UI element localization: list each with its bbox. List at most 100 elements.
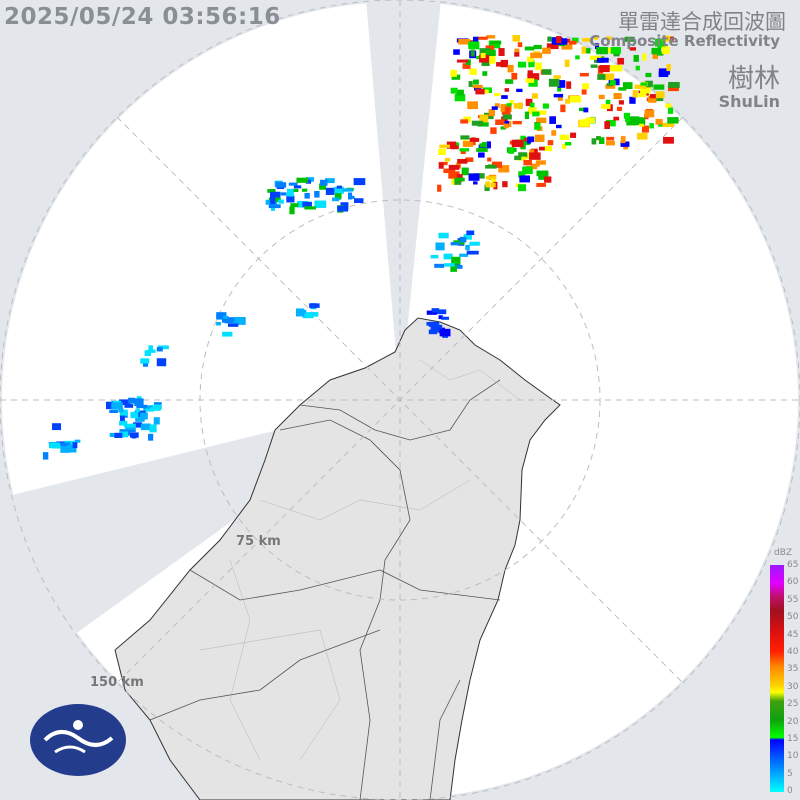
echo-cell bbox=[156, 347, 163, 352]
echo-cell bbox=[633, 54, 639, 62]
legend-unit: dBZ bbox=[774, 548, 793, 558]
echo-cell bbox=[457, 158, 468, 164]
echo-cell bbox=[293, 188, 299, 193]
echo-cell bbox=[661, 46, 670, 55]
echo-cell bbox=[533, 44, 542, 50]
echo-cell bbox=[655, 91, 665, 99]
echo-cell bbox=[332, 197, 340, 202]
echo-cell bbox=[293, 185, 302, 189]
echo-cell bbox=[519, 175, 530, 183]
echo-cell bbox=[532, 111, 540, 117]
echo-cell bbox=[538, 175, 549, 180]
echo-cell bbox=[634, 84, 642, 89]
blocked-sector-north bbox=[366, 0, 441, 400]
echo-cell bbox=[454, 264, 463, 269]
echo-cell bbox=[118, 408, 124, 413]
echo-cell bbox=[627, 116, 640, 125]
echo-cell bbox=[222, 331, 233, 337]
echo-cell bbox=[593, 35, 599, 40]
echo-cell bbox=[450, 69, 457, 77]
echo-cell bbox=[531, 93, 539, 99]
echo-cell bbox=[534, 122, 541, 130]
echo-cell bbox=[514, 52, 520, 57]
echo-cell bbox=[460, 135, 470, 140]
echo-cell bbox=[529, 152, 541, 160]
echo-cell bbox=[542, 69, 552, 75]
echo-cell bbox=[302, 201, 312, 208]
echo-cell bbox=[513, 103, 523, 109]
echo-cell bbox=[119, 420, 128, 426]
echo-cell bbox=[426, 322, 433, 326]
echo-cell bbox=[520, 135, 526, 141]
echo-cell bbox=[548, 78, 560, 87]
echo-cell bbox=[454, 178, 462, 185]
echo-cell bbox=[538, 146, 550, 151]
echo-cell bbox=[605, 84, 616, 89]
echo-cell bbox=[639, 123, 644, 127]
echo-cell bbox=[467, 101, 478, 110]
echo-cell bbox=[512, 35, 521, 42]
echo-cell bbox=[270, 206, 275, 211]
echo-cell bbox=[325, 178, 335, 184]
echo-cell bbox=[553, 75, 561, 79]
legend-tick: 35 bbox=[787, 664, 799, 675]
echo-cell bbox=[453, 49, 460, 55]
echo-cell bbox=[438, 162, 444, 169]
echo-cell bbox=[531, 163, 540, 167]
echo-cell bbox=[290, 203, 299, 208]
echo-cell bbox=[512, 120, 522, 125]
echo-cell bbox=[590, 64, 598, 68]
echo-cell bbox=[463, 234, 472, 240]
echo-cell bbox=[428, 329, 438, 335]
echo-cell bbox=[530, 148, 538, 155]
echo-cell bbox=[472, 36, 479, 44]
echo-cell bbox=[603, 73, 615, 81]
echo-cell bbox=[516, 88, 523, 93]
echo-cell bbox=[438, 232, 449, 239]
echo-cell bbox=[105, 401, 114, 410]
echo-cell bbox=[528, 107, 537, 115]
echo-cell bbox=[466, 230, 475, 236]
echo-cell bbox=[286, 188, 294, 197]
echo-cell bbox=[622, 82, 633, 89]
echo-cell bbox=[446, 141, 457, 149]
echo-cell bbox=[485, 45, 495, 51]
echo-cell bbox=[498, 48, 505, 56]
echo-cell bbox=[439, 328, 451, 337]
echo-cell bbox=[488, 109, 495, 117]
echo-cell bbox=[508, 147, 514, 154]
echo-cell bbox=[487, 157, 492, 162]
legend-tick: 45 bbox=[787, 629, 799, 640]
echo-cell bbox=[649, 123, 654, 129]
county-boundaries bbox=[149, 379, 501, 800]
echo-cell bbox=[583, 107, 589, 113]
echo-cell bbox=[336, 185, 342, 189]
echo-cell bbox=[444, 263, 455, 267]
echo-cell bbox=[147, 349, 156, 353]
echo-cell bbox=[653, 84, 665, 90]
echo-cell bbox=[319, 183, 327, 190]
echo-cell bbox=[139, 412, 148, 420]
echo-cell bbox=[502, 114, 512, 120]
echo-cell bbox=[438, 315, 443, 320]
echo-cell bbox=[557, 96, 563, 101]
echo-cell bbox=[145, 408, 154, 412]
echo-cell bbox=[450, 242, 460, 246]
echo-cell bbox=[560, 104, 566, 113]
legend-tick: 10 bbox=[787, 751, 799, 762]
echo-cell bbox=[469, 137, 480, 142]
echo-cell bbox=[640, 87, 651, 94]
echo-cell bbox=[348, 192, 353, 200]
echo-cell bbox=[606, 83, 613, 87]
echo-cell bbox=[559, 134, 570, 140]
echo-cell bbox=[309, 303, 320, 308]
echo-cell bbox=[658, 123, 666, 127]
echo-cell bbox=[124, 404, 134, 408]
echo-cell bbox=[645, 72, 652, 78]
echo-cell bbox=[156, 358, 167, 367]
echo-cell bbox=[518, 152, 528, 158]
echo-cell bbox=[52, 445, 61, 449]
echo-cell bbox=[605, 119, 616, 127]
echo-cell bbox=[500, 59, 508, 68]
echo-cell bbox=[597, 74, 606, 80]
